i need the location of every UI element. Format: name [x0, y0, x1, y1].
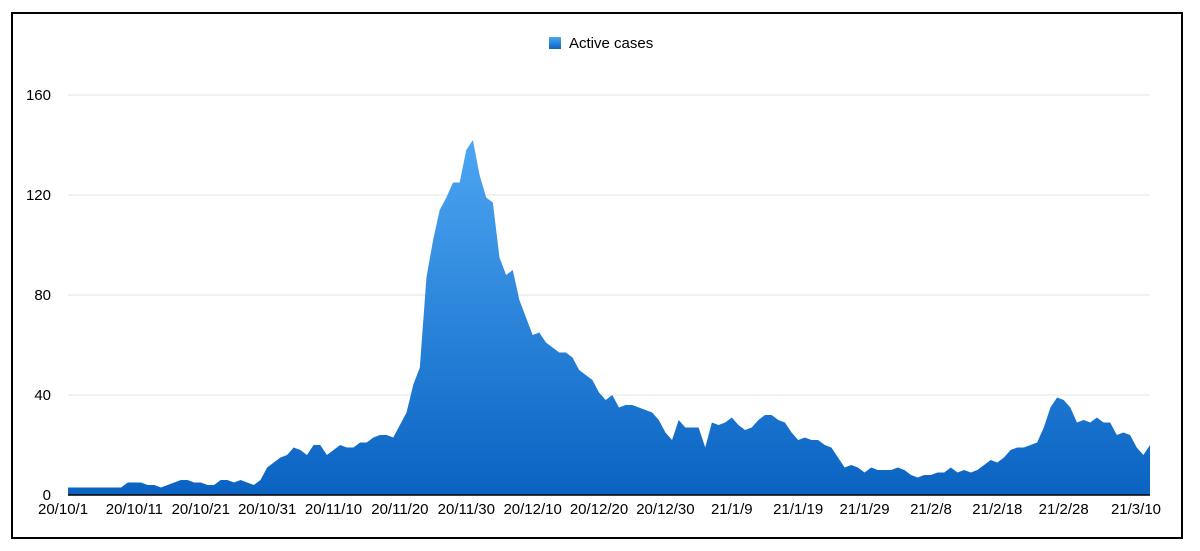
y-tick-label-40: 40 [34, 387, 51, 404]
x-tick-label: 21/3/10 [1111, 501, 1161, 518]
x-tick-label: 20/12/20 [570, 501, 628, 518]
legend: Active cases [549, 35, 653, 52]
legend-swatch [549, 37, 561, 49]
area-chart: Active cases 0 40 80 120 160 20/10/1 20/10/11… [26, 35, 1161, 518]
x-tick-label: 21/2/18 [972, 501, 1022, 518]
x-tick-label: 20/12/30 [636, 501, 694, 518]
x-axis-labels: 20/10/1 20/10/11 20/10/21 20/10/31 20/11/10 2… [38, 501, 1161, 518]
x-tick-label: 20/10/31 [238, 501, 296, 518]
x-tick-label: 21/2/28 [1039, 501, 1089, 518]
x-tick-label: 21/1/19 [773, 501, 823, 518]
x-tick-label: 21/1/9 [711, 501, 753, 518]
x-tick-label: 20/10/21 [172, 501, 230, 518]
y-tick-label-0: 0 [43, 487, 51, 504]
x-tick-label: 21/1/29 [840, 501, 890, 518]
x-tick-label: 20/11/10 [305, 501, 362, 518]
x-tick-label: 21/2/8 [910, 501, 952, 518]
x-tick-label: 20/10/1 [38, 501, 88, 518]
y-axis-labels: 0 40 80 120 160 [26, 87, 51, 504]
gridlines [68, 94, 1150, 396]
y-tick-label-160: 160 [26, 87, 51, 104]
x-tick-label: 20/10/11 [106, 501, 163, 518]
series-area-active-cases [68, 140, 1150, 495]
x-tick-label: 20/11/30 [438, 501, 495, 518]
y-tick-label-120: 120 [26, 187, 51, 204]
legend-label: Active cases [569, 35, 653, 52]
x-tick-label: 20/11/20 [371, 501, 428, 518]
y-tick-label-80: 80 [34, 287, 51, 304]
x-tick-label: 20/12/10 [503, 501, 561, 518]
area-series [68, 140, 1150, 495]
chart-frame: Active cases 0 40 80 120 160 20/10/1 20/10/11… [11, 12, 1183, 539]
